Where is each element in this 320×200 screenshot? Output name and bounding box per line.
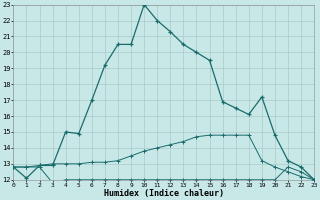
X-axis label: Humidex (Indice chaleur): Humidex (Indice chaleur) — [104, 189, 224, 198]
